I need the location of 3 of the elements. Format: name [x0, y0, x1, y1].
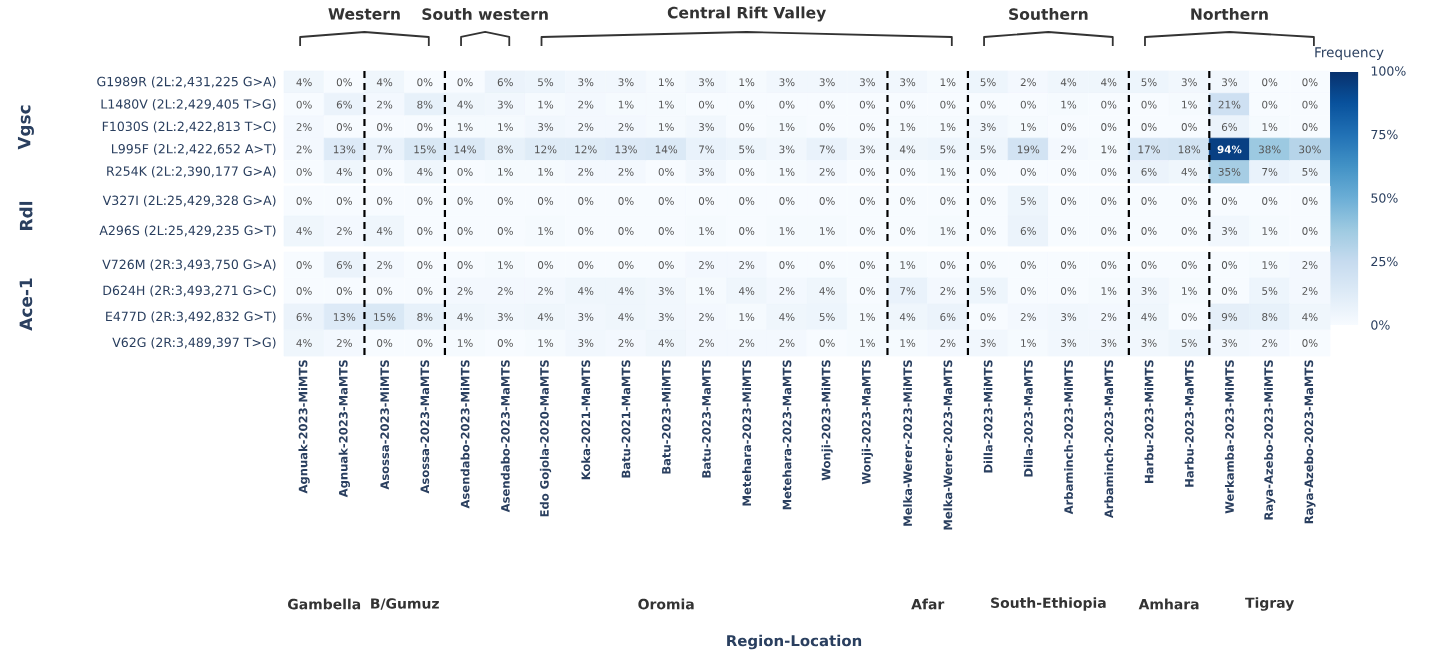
y-axis-title: Rdl [19, 201, 33, 230]
y-axis-title: Vgsc [17, 105, 34, 150]
y-axis-title: Ace-1 [19, 278, 33, 331]
